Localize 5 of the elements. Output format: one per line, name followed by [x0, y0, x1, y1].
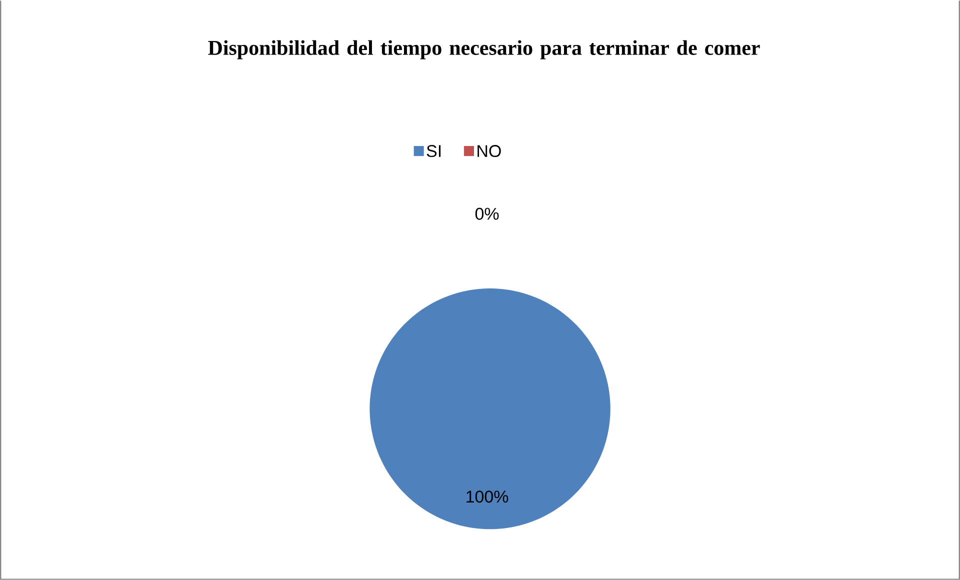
- legend-label: SI: [426, 145, 441, 158]
- data-label: 100%: [466, 490, 508, 503]
- text: 0%: [475, 208, 499, 220]
- legend-label: NO: [478, 145, 501, 158]
- chart-title: Disponibilidad del tiempo necesario para terminar de comer: [208, 40, 760, 60]
